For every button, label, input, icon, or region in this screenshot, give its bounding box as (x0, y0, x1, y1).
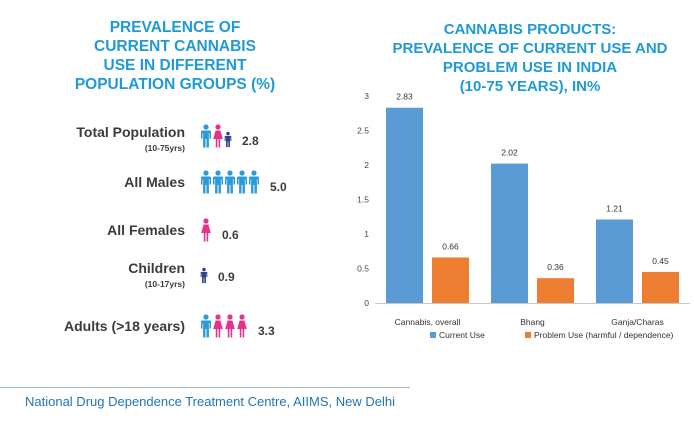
group-value: 0.9 (218, 270, 235, 284)
chart-title-line: CANNABIS PRODUCTS: (443, 21, 617, 38)
man-icon (249, 170, 259, 194)
woman-icon (225, 314, 235, 338)
footer-divider (0, 387, 410, 388)
man-icon (201, 314, 211, 338)
legend-swatch (430, 332, 436, 338)
y-tick-label: 2.5 (357, 126, 369, 136)
woman-icon (213, 124, 223, 148)
group-sublabel: (10-17yrs) (144, 279, 185, 289)
y-tick-label: 1 (364, 229, 369, 239)
group-label: Total Population (76, 124, 185, 140)
legend-label: Problem Use (harmful / dependence) (534, 330, 674, 340)
child-icon (224, 131, 232, 148)
group-row: All Females 0.6 (0, 216, 330, 256)
group-row: Children (10-17yrs) 0.9 (0, 258, 330, 298)
footer-source: National Drug Dependence Treatment Centr… (25, 394, 395, 409)
data-label: 0.45 (652, 256, 669, 266)
data-label: 1.21 (606, 204, 623, 214)
man-icon (213, 170, 223, 194)
group-value: 3.3 (258, 324, 275, 338)
man-icon (201, 170, 211, 194)
child-icon (200, 267, 208, 284)
left-title-line: USE IN DIFFERENT (103, 57, 247, 74)
bar (642, 271, 679, 303)
bar (386, 107, 423, 303)
group-icons (200, 168, 260, 194)
group-icons (200, 312, 248, 338)
man-icon (225, 170, 235, 194)
y-tick-label: 0 (364, 298, 369, 308)
group-icons (200, 216, 212, 242)
chart-title-line: (10-75 YEARS), IN% (459, 78, 601, 95)
man-icon (201, 124, 211, 148)
group-row: All Males 5.0 (0, 168, 330, 208)
left-title-line: POPULATION GROUPS (%) (74, 76, 276, 93)
data-label: 2.83 (396, 92, 413, 102)
left-panel-title: PREVALENCE OF CURRENT CANNABIS USE IN DI… (30, 18, 320, 94)
data-label: 0.36 (547, 262, 564, 272)
group-label: All Males (124, 174, 185, 190)
group-label: All Females (107, 222, 185, 238)
legend-label: Current Use (439, 330, 485, 340)
woman-icon (201, 218, 211, 242)
x-tick-label: Ganja/Charas (611, 317, 663, 327)
group-label: Adults (>18 years) (64, 318, 185, 334)
legend-swatch (525, 332, 531, 338)
bar (491, 163, 528, 303)
man-icon (237, 170, 247, 194)
bar (537, 278, 574, 303)
woman-icon (237, 314, 247, 338)
group-value: 5.0 (270, 180, 287, 194)
y-tick-label: 3 (364, 91, 369, 101)
chart-title: CANNABIS PRODUCTS: PREVALENCE OF CURRENT… (365, 20, 694, 96)
data-label: 2.02 (501, 148, 518, 158)
y-tick-label: 0.5 (357, 264, 369, 274)
bar (432, 257, 469, 303)
chart-title-line: PROBLEM USE IN INDIA (442, 59, 618, 76)
group-label: Children (128, 260, 185, 276)
x-tick-label: Cannabis, overall (395, 317, 461, 327)
left-title-line: CURRENT CANNABIS (94, 38, 256, 55)
group-value: 2.8 (242, 134, 259, 148)
group-row: Total Population (10-75yrs) 2.8 (0, 122, 330, 162)
group-sublabel: (10-75yrs) (144, 143, 185, 153)
chart-title-line: PREVALENCE OF CURRENT USE AND (392, 40, 668, 57)
group-row: Adults (>18 years) 3.3 (0, 312, 330, 352)
y-tick-label: 2 (364, 160, 369, 170)
left-title-line: PREVALENCE OF (109, 19, 241, 36)
bar (596, 219, 633, 303)
bar-chart: 0 0.5 1 1.5 2 2.5 3 2.83 0.66 Cannabis, overall 2.… (357, 91, 690, 340)
data-label: 0.66 (442, 241, 459, 251)
group-value: 0.6 (222, 228, 239, 242)
x-tick-label: Bhang (520, 317, 545, 327)
group-icons (200, 258, 208, 284)
group-icons (200, 122, 232, 148)
woman-icon (213, 314, 223, 338)
y-tick-label: 1.5 (357, 195, 369, 205)
